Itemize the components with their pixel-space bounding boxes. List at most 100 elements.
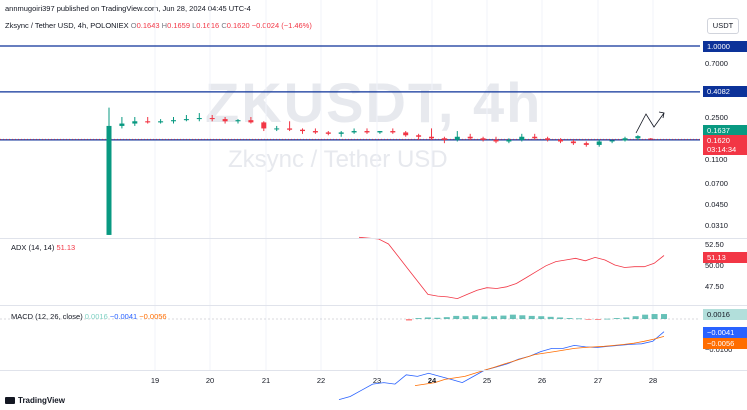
candle-body-1 [119, 123, 125, 126]
macd-signal-value: −0.0056 [139, 312, 167, 321]
close-label: C [221, 21, 227, 30]
macd-hist-bar-11 [509, 314, 516, 319]
currency-button[interactable]: USDT [707, 18, 739, 34]
pane-separator-macd[interactable] [0, 305, 747, 306]
x-tick-25: 25 [482, 376, 492, 385]
macd-hist-bar-7 [472, 315, 479, 319]
macd-hist-bar-23 [623, 317, 630, 319]
candle-body-30 [493, 139, 499, 142]
candle-body-36 [570, 141, 576, 144]
macd-hist-bar-8 [481, 316, 488, 319]
publisher-line: annmugoiri397 published on TradingView.c… [5, 4, 251, 13]
candle-body-31 [506, 139, 512, 142]
x-tick-28: 28 [648, 376, 658, 385]
price-tick-4: 0.0450 [705, 200, 728, 209]
candle-body-24 [416, 135, 422, 137]
candle-body-0 [106, 125, 112, 235]
tradingview-logo[interactable]: TradingView [5, 396, 65, 405]
candle-body-18 [338, 132, 344, 134]
candle-body-15 [300, 129, 305, 132]
candle-body-26 [441, 138, 447, 140]
countdown-badge: 03:14:34 [703, 144, 747, 155]
candle-body-39 [609, 140, 615, 142]
candle-body-8 [209, 118, 215, 120]
macd-hist-bar-6 [462, 316, 469, 319]
candle-body-3 [145, 121, 151, 123]
candle-body-6 [183, 119, 189, 121]
macd-hist-bar-0 [406, 319, 412, 321]
adx-legend: ADX (14, 14) 51.13 [11, 243, 75, 252]
adx-tick-0: 52.50 [705, 240, 724, 249]
macd-tick-0: −0.0100 [705, 345, 733, 354]
macd-hist-bar-15 [547, 316, 554, 319]
macd-hist-bar-16 [557, 317, 564, 319]
candle-body-16 [312, 131, 318, 133]
macd-hist-bar-5 [453, 315, 460, 319]
macd-hist-bar-4 [443, 317, 450, 319]
macd-hist-bar-18 [576, 318, 582, 320]
candle-body-2 [132, 121, 138, 124]
macd-hist-bar-26 [651, 314, 658, 319]
symbol-title: Zksync / Tether USD, 4h, POLONIEX [5, 21, 129, 30]
candle-body-21 [377, 131, 383, 133]
candle-body-38 [596, 141, 602, 145]
x-tick-19: 19 [150, 376, 160, 385]
macd-hist-bar-3 [434, 317, 441, 319]
watermark-name: Zksync / Tether USD [228, 146, 448, 173]
macd-hist-badge: 0.0016 [703, 309, 747, 320]
candle-body-9 [222, 119, 228, 122]
macd-hist-bar-9 [491, 316, 497, 319]
x-tick-23: 23 [372, 376, 382, 385]
candle-body-32 [519, 136, 525, 140]
projection-arrow [635, 112, 665, 134]
pane-separator-adx[interactable] [0, 238, 747, 239]
x-tick-21: 21 [261, 376, 271, 385]
macd-value: −0.0041 [109, 312, 138, 321]
x-tick-20: 20 [205, 376, 215, 385]
symbol-legend: Zksync / Tether USD, 4h, POLONIEX O0.164… [5, 21, 312, 30]
footer-brand: TradingView [18, 396, 65, 405]
price-tick-5: 0.0310 [705, 221, 728, 230]
last-price-badge: 0.1620 [703, 135, 747, 146]
x-tick-27: 27 [593, 376, 603, 385]
macd-hist-value: 0.0016 [84, 312, 108, 321]
candle-body-12 [261, 122, 267, 129]
open-value: 0.1643 [136, 21, 160, 30]
candle-body-20 [364, 131, 370, 133]
macd-line [338, 331, 665, 400]
candle-body-4 [158, 121, 164, 123]
adx-badge: 51.13 [703, 252, 747, 263]
adx-title: ADX (14, 14) [11, 243, 55, 252]
candle-body-13 [274, 128, 280, 130]
candle-body-14 [287, 128, 293, 130]
price-tick-3: 0.0700 [705, 179, 728, 188]
macd-hist-bar-2 [424, 317, 431, 319]
candle-body-17 [325, 132, 331, 134]
x-tick-24: 24 [427, 376, 437, 385]
adx-line [358, 236, 665, 300]
macd-hist-bar-1 [415, 318, 422, 319]
macd-hist-bar-27 [661, 314, 667, 319]
candle-body-41 [635, 136, 641, 139]
macd-hist-bar-25 [642, 314, 649, 319]
change-value: −0.0024 (−1.46%) [251, 21, 312, 30]
macd-hist-bar-24 [632, 316, 639, 319]
low-label: L [192, 21, 197, 30]
macd-hist-bar-19 [585, 319, 592, 320]
candle-body-19 [351, 131, 357, 133]
watermark-ticker: ZKUSDT, 4h [205, 71, 543, 134]
candle-body-7 [196, 118, 202, 120]
macd-signal-badge: −0.0056 [703, 338, 747, 349]
open-label: O [130, 21, 137, 30]
line-badge-2: 0.4082 [703, 86, 747, 97]
candle-body-34 [545, 138, 551, 140]
macd-legend: MACD (12, 26, close) 0.0016 −0.0041 −0.0… [11, 312, 167, 321]
candle-body-29 [480, 138, 486, 140]
candle-body-37 [583, 143, 589, 145]
price-tick-2: 0.1100 [705, 155, 728, 164]
low-value: 0.1616 [196, 21, 220, 30]
x-tick-22: 22 [316, 376, 326, 385]
pane-separator-axis [0, 370, 747, 371]
macd-hist-bar-13 [528, 315, 535, 319]
